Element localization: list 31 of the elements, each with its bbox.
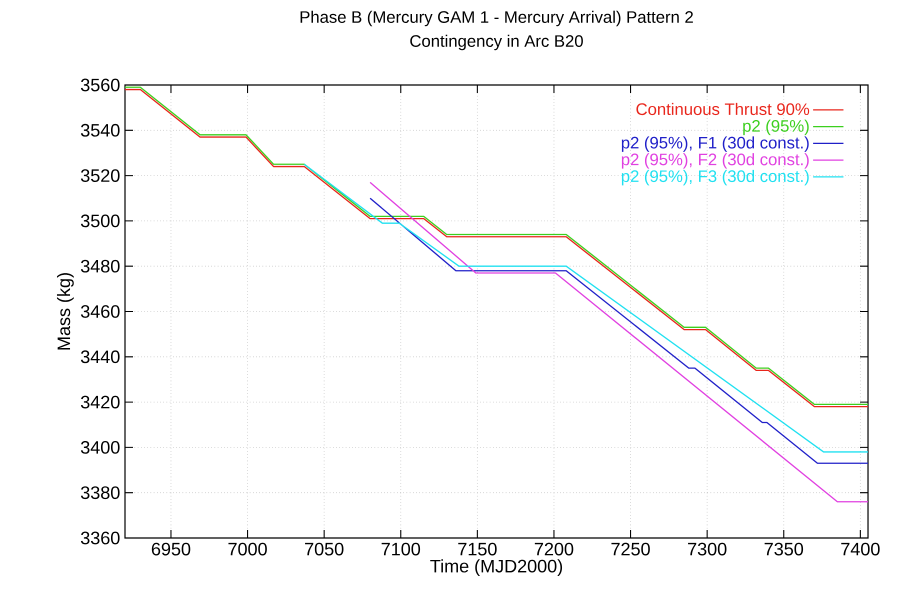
y-tick-label: 3500 [80, 214, 120, 228]
y-tick-label: 3380 [80, 486, 120, 500]
y-tick-label: 3440 [80, 350, 120, 364]
legend-label: p2 (95%), F2 (30d const.) [622, 153, 809, 169]
y-tick-label: 3520 [80, 169, 120, 182]
y-axis-title: Mass (kg) [56, 273, 74, 350]
x-tick-label: 7150 [458, 542, 497, 556]
legend-label: Continuous Thrust 90% [636, 102, 810, 116]
x-axis-title: Time (MJD2000) [430, 559, 562, 576]
chart-title: Phase B (Mercury GAM 1 - Mercury Arrival) Pattern 2 [300, 10, 693, 26]
legend-label: p2 (95%), F1 (30d const.) [622, 136, 809, 152]
y-tick-label: 3560 [80, 78, 120, 92]
y-tick-label: 3400 [80, 441, 120, 454]
chart-subtitle: Contingency in Arc B20 [410, 34, 583, 50]
legend-label: p2 (95%), F3 (30d const.) [622, 170, 809, 186]
y-tick-label: 3360 [80, 532, 120, 544]
x-tick-label: 7300 [688, 542, 726, 556]
x-tick-label: 7050 [305, 542, 344, 556]
x-tick-label: 7400 [841, 542, 880, 556]
x-tick-label: 7200 [534, 542, 574, 556]
x-tick-label: 6950 [152, 542, 190, 556]
x-tick-label: 7250 [611, 542, 650, 556]
x-tick-label: 7350 [764, 542, 804, 556]
y-tick-label: 3420 [80, 396, 120, 408]
y-tick-label: 3540 [80, 124, 120, 137]
line-series [369, 198, 868, 464]
y-tick-label: 3460 [80, 305, 120, 318]
x-tick-label: 7100 [382, 542, 420, 556]
y-tick-label: 3480 [80, 260, 120, 273]
legend-label: p2 (95%) [743, 120, 809, 136]
x-tick-label: 7000 [228, 542, 267, 556]
